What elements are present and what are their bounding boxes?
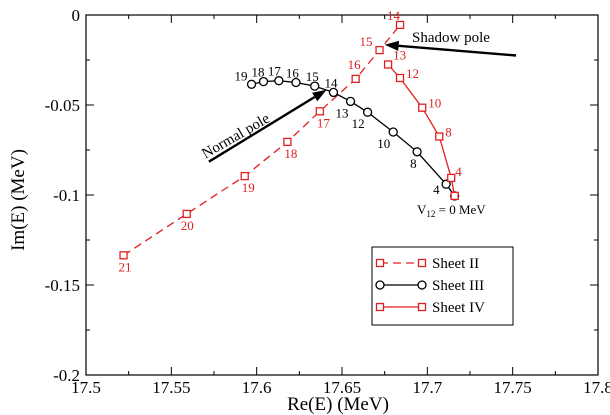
point-label: 15 xyxy=(306,69,319,84)
point-label: 17 xyxy=(317,115,331,130)
data-point xyxy=(450,191,459,201)
legend-label: Sheet III xyxy=(432,278,484,294)
legend: Sheet II Sheet III Sheet IV xyxy=(371,246,514,326)
x-tick-label: 17.5 xyxy=(71,378,101,397)
data-point xyxy=(258,76,269,87)
point-label: 12 xyxy=(406,66,419,81)
data-point xyxy=(351,74,360,84)
series-line xyxy=(123,24,401,256)
point-label: 14 xyxy=(324,75,338,90)
point-label: 16 xyxy=(348,57,362,72)
legend-label: Sheet II xyxy=(432,256,479,272)
normal-pole-arrow-shaft xyxy=(208,95,316,163)
y-tick-label: -0.15 xyxy=(45,276,80,295)
point-label: 19 xyxy=(242,180,255,195)
data-point xyxy=(345,96,356,107)
legend-box xyxy=(371,246,514,326)
data-point xyxy=(283,137,292,147)
data-point xyxy=(395,73,405,83)
data-point xyxy=(441,179,451,189)
point-label: 19 xyxy=(235,68,248,83)
data-point xyxy=(315,107,324,116)
data-point xyxy=(291,77,301,88)
x-tick-label: 17.8 xyxy=(583,378,610,397)
point-label: 12 xyxy=(352,116,365,131)
shadow-pole-arrow-head xyxy=(384,40,400,51)
point-label: 18 xyxy=(284,146,297,161)
point-label: 4 xyxy=(433,182,440,197)
data-point xyxy=(375,45,384,55)
plot-frame xyxy=(85,14,599,376)
data-point xyxy=(388,127,398,137)
legend-entry: Sheet II xyxy=(375,256,479,272)
legend-marker xyxy=(375,258,385,268)
data-point xyxy=(328,87,339,98)
point-label: 13 xyxy=(336,105,349,120)
legend-marker xyxy=(417,280,427,290)
shadow-pole-arrow-shaft xyxy=(398,44,517,57)
data-point xyxy=(182,209,191,219)
data-point xyxy=(412,147,422,157)
legend-marker xyxy=(375,280,385,290)
y-tick-label: 0 xyxy=(72,6,81,25)
legend-marker xyxy=(375,302,385,312)
data-point xyxy=(395,20,405,30)
normal-pole-label: Normal pole xyxy=(199,111,273,163)
plot-area: 17.5 17.55 17.6 17.65 17.7 17.75 17.8 0 -0.05 -0.… xyxy=(45,6,610,397)
data-point xyxy=(240,171,249,181)
legend-marker xyxy=(417,258,427,268)
point-label: 14 xyxy=(387,8,401,23)
point-label: 10 xyxy=(428,96,441,111)
x-tick-label: 17.55 xyxy=(152,378,190,397)
x-axis-label: Re(E) (MeV) xyxy=(287,394,389,415)
point-label: 4 xyxy=(455,164,462,179)
data-point xyxy=(418,103,427,112)
data-point xyxy=(362,107,373,117)
legend-entry: Sheet III xyxy=(375,278,484,294)
point-label: 21 xyxy=(119,259,132,274)
data-point xyxy=(447,173,456,183)
v12-label: V12 = 0 MeV xyxy=(417,202,486,219)
point-label: 18 xyxy=(251,65,264,80)
point-label: 13 xyxy=(393,48,406,63)
x-tick-label: 17.6 xyxy=(242,378,272,397)
x-tick-label: 17.65 xyxy=(323,378,361,397)
y-tick-label: -0.05 xyxy=(45,96,80,115)
legend-label: Sheet IV xyxy=(432,300,485,316)
data-point xyxy=(274,76,284,86)
data-point xyxy=(310,81,320,91)
point-label: 20 xyxy=(181,218,194,233)
y-tick-label: -0.1 xyxy=(53,186,80,205)
data-point xyxy=(119,251,128,260)
point-label: 16 xyxy=(286,66,300,81)
point-label: 15 xyxy=(360,34,373,49)
x-tick-label: 17.7 xyxy=(412,378,442,397)
data-point xyxy=(246,79,257,89)
normal-pole-arrow-head xyxy=(312,89,327,102)
point-label: 8 xyxy=(410,156,417,171)
legend-entry: Sheet IV xyxy=(375,300,485,316)
data-point xyxy=(435,132,444,141)
point-label: 17 xyxy=(268,64,282,79)
x-tick-label: 17.75 xyxy=(494,378,532,397)
y-tick-label: -0.2 xyxy=(53,366,80,385)
data-point xyxy=(383,60,393,69)
shadow-pole-label: Shadow pole xyxy=(412,30,490,46)
y-axis-label: Im(E) (MeV) xyxy=(8,149,29,251)
legend-marker xyxy=(417,302,427,312)
point-label: 10 xyxy=(377,136,390,151)
point-label: 8 xyxy=(445,125,452,140)
